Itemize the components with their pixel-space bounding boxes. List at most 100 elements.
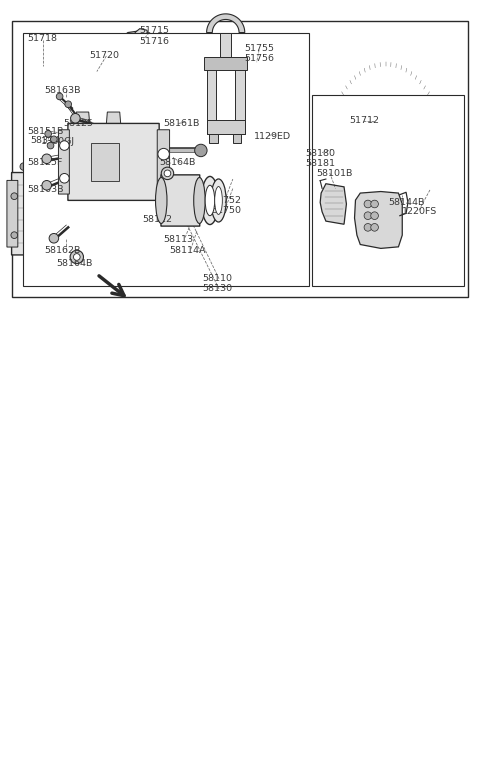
Circle shape — [324, 102, 447, 226]
Text: 58163B: 58163B — [28, 185, 64, 195]
Circle shape — [388, 120, 398, 130]
Polygon shape — [206, 63, 216, 134]
Polygon shape — [235, 63, 245, 134]
Circle shape — [45, 131, 51, 137]
Circle shape — [123, 60, 131, 68]
Circle shape — [255, 207, 264, 216]
Ellipse shape — [211, 179, 226, 222]
Text: 58314: 58314 — [30, 135, 60, 145]
Circle shape — [371, 224, 378, 231]
Circle shape — [371, 149, 400, 178]
Text: 58164B: 58164B — [56, 260, 93, 268]
Polygon shape — [233, 134, 241, 143]
Circle shape — [371, 212, 378, 220]
Polygon shape — [75, 112, 90, 124]
Text: 58101B: 58101B — [316, 169, 353, 178]
Circle shape — [42, 154, 51, 163]
Text: 58113: 58113 — [164, 235, 194, 243]
Polygon shape — [211, 55, 274, 151]
Bar — [312, 95, 464, 285]
Circle shape — [60, 141, 69, 150]
Circle shape — [71, 113, 80, 123]
Text: 51756: 51756 — [245, 54, 275, 63]
Circle shape — [252, 158, 266, 172]
Circle shape — [343, 120, 429, 206]
Ellipse shape — [156, 178, 167, 224]
Polygon shape — [115, 31, 164, 109]
Polygon shape — [206, 120, 245, 134]
Circle shape — [371, 200, 378, 208]
Circle shape — [149, 60, 156, 68]
Bar — [91, 143, 119, 181]
Circle shape — [378, 156, 393, 170]
Text: 51715: 51715 — [140, 27, 170, 35]
Ellipse shape — [205, 185, 215, 216]
Circle shape — [74, 133, 79, 138]
Ellipse shape — [194, 178, 205, 224]
Text: 1220FS: 1220FS — [402, 207, 437, 217]
FancyBboxPatch shape — [157, 130, 169, 194]
Text: 51716: 51716 — [140, 37, 170, 45]
Bar — [12, 21, 468, 297]
Text: 58151B: 58151B — [28, 127, 64, 136]
Circle shape — [43, 109, 48, 115]
Polygon shape — [355, 192, 402, 249]
Circle shape — [360, 182, 370, 192]
Circle shape — [360, 135, 370, 145]
Text: 1360GJ: 1360GJ — [40, 137, 75, 146]
Text: 58112: 58112 — [142, 215, 172, 224]
Circle shape — [65, 101, 72, 108]
Text: 1129ED: 1129ED — [254, 132, 291, 142]
Text: 51718: 51718 — [28, 34, 58, 42]
Circle shape — [49, 234, 59, 243]
Circle shape — [77, 88, 90, 101]
FancyBboxPatch shape — [161, 175, 200, 226]
Text: 58144B: 58144B — [388, 198, 424, 207]
Circle shape — [245, 151, 274, 179]
Circle shape — [230, 184, 239, 192]
Circle shape — [117, 62, 163, 108]
Polygon shape — [204, 58, 247, 70]
Circle shape — [133, 78, 146, 91]
Text: 58162B: 58162B — [44, 246, 81, 255]
Polygon shape — [220, 33, 231, 58]
Circle shape — [279, 138, 288, 146]
Text: 58181: 58181 — [305, 159, 336, 168]
Circle shape — [164, 170, 171, 177]
Polygon shape — [222, 61, 266, 123]
FancyBboxPatch shape — [7, 181, 18, 247]
Polygon shape — [206, 14, 245, 33]
Polygon shape — [320, 184, 347, 224]
Circle shape — [84, 205, 102, 222]
Text: 58125F: 58125F — [28, 158, 63, 167]
Text: 58125: 58125 — [63, 119, 94, 128]
Circle shape — [255, 114, 264, 123]
Text: 51755: 51755 — [245, 44, 275, 52]
Circle shape — [125, 70, 154, 99]
Text: 58161B: 58161B — [164, 119, 200, 128]
Circle shape — [56, 165, 63, 173]
Circle shape — [161, 167, 174, 180]
Circle shape — [80, 200, 107, 227]
Text: 58130: 58130 — [202, 285, 232, 293]
FancyBboxPatch shape — [65, 67, 102, 122]
Polygon shape — [142, 106, 159, 149]
Circle shape — [20, 163, 28, 170]
Text: 51750: 51750 — [211, 206, 241, 216]
FancyBboxPatch shape — [12, 173, 107, 255]
Circle shape — [364, 212, 372, 220]
FancyBboxPatch shape — [101, 181, 112, 247]
FancyBboxPatch shape — [59, 130, 69, 194]
Circle shape — [50, 136, 57, 142]
Polygon shape — [135, 29, 149, 50]
Circle shape — [73, 253, 80, 260]
Circle shape — [195, 144, 207, 156]
Text: 58180: 58180 — [305, 149, 336, 158]
Circle shape — [11, 193, 18, 199]
Ellipse shape — [201, 177, 218, 224]
Text: 51712: 51712 — [350, 116, 380, 125]
Circle shape — [158, 149, 169, 160]
Bar — [31, 196, 60, 231]
Polygon shape — [207, 134, 223, 177]
Text: 51720: 51720 — [90, 51, 120, 59]
